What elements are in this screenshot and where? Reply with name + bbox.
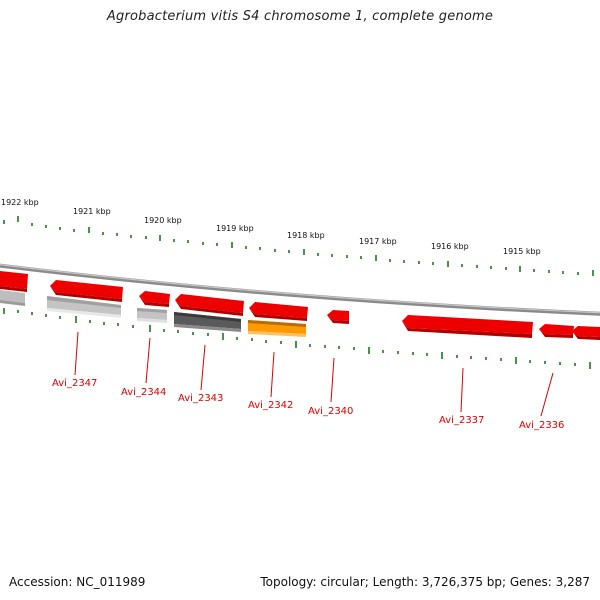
- gene-label-avi-2336[interactable]: Avi_2336: [519, 420, 564, 431]
- gene-lower-2[interactable]: [47, 296, 121, 318]
- accession-label: Accession: NC_011989: [9, 575, 146, 589]
- genome-summary: Topology: circular; Length: 3,726,375 bp…: [260, 575, 590, 589]
- gene-upper-4[interactable]: [175, 294, 244, 316]
- gene-lower-5[interactable]: [248, 320, 306, 337]
- gene-label-avi-2337[interactable]: Avi_2337: [439, 415, 484, 426]
- kbp-label-1915: 1915 kbp: [503, 247, 541, 256]
- gene-lower-3[interactable]: [137, 308, 167, 323]
- kbp-label-1920: 1920 kbp: [144, 216, 182, 225]
- gene-upper-1[interactable]: [0, 271, 28, 292]
- gene-label-avi-2347[interactable]: Avi_2347: [52, 378, 97, 389]
- gene-upper-6[interactable]: [327, 310, 349, 324]
- gene-upper-2[interactable]: [50, 280, 123, 302]
- leader-lines: [74, 331, 554, 417]
- kbp-label-1917: 1917 kbp: [359, 237, 397, 246]
- page-title: Agrobacterium vitis S4 chromosome 1, com…: [106, 9, 494, 24]
- gene-upper-5[interactable]: [249, 302, 308, 321]
- gene-label-avi-2342[interactable]: Avi_2342: [248, 400, 293, 411]
- gene-upper-8[interactable]: [539, 324, 574, 338]
- gene-lower-1[interactable]: [0, 290, 25, 306]
- kbp-label-1916: 1916 kbp: [431, 242, 469, 251]
- gene-upper-9[interactable]: [572, 326, 600, 340]
- gene-upper-3[interactable]: [139, 291, 170, 307]
- gene-upper-7[interactable]: [402, 315, 533, 338]
- genome-backbone: [0, 263, 600, 316]
- lower-ruler: [3, 308, 591, 369]
- kbp-label-1919: 1919 kbp: [216, 224, 254, 233]
- kbp-label-1921: 1921 kbp: [73, 207, 111, 216]
- gene-label-avi-2340[interactable]: Avi_2340: [308, 406, 353, 417]
- upper-ruler: [3, 216, 594, 276]
- gene-lower-4[interactable]: [174, 312, 241, 332]
- kbp-label-1918: 1918 kbp: [287, 231, 325, 240]
- gene-label-avi-2343[interactable]: Avi_2343: [178, 393, 223, 404]
- kbp-label-1922: 1922 kbp: [1, 198, 39, 207]
- gene-label-avi-2344[interactable]: Avi_2344: [121, 387, 166, 398]
